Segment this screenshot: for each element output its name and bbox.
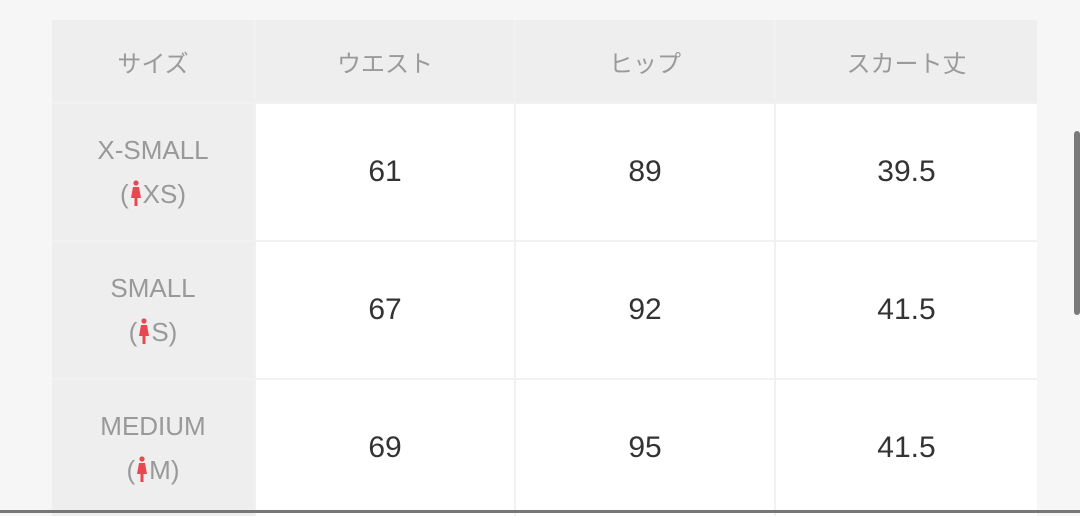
hip-value: 95 [516, 380, 774, 516]
size-code: (M) [126, 455, 180, 485]
bottom-divider [0, 510, 1080, 513]
size-name: X-SMALL [97, 135, 209, 165]
size-label: MEDIUM (M) [52, 380, 254, 516]
waist-value: 61 [256, 104, 514, 240]
waist-value: 67 [256, 242, 514, 378]
size-code: (S) [128, 317, 178, 347]
woman-figure-icon [139, 318, 150, 344]
header-size: サイズ [52, 20, 254, 102]
size-code: (XS) [119, 179, 187, 209]
size-name: SMALL [110, 273, 196, 303]
header-skirt-length: スカート丈 [776, 20, 1037, 102]
hip-value: 89 [516, 104, 774, 240]
size-chart-table: サイズ ウエスト ヒップ スカート丈 X-SMALL (XS) 61 89 39… [52, 20, 1037, 516]
woman-figure-icon [130, 180, 141, 206]
size-label: SMALL (S) [52, 242, 254, 378]
header-hip: ヒップ [516, 20, 774, 102]
skirt-length-value: 41.5 [776, 380, 1037, 516]
hip-value: 92 [516, 242, 774, 378]
woman-figure-icon [137, 456, 148, 482]
header-waist: ウエスト [256, 20, 514, 102]
scrollbar[interactable] [1074, 131, 1080, 315]
skirt-length-value: 39.5 [776, 104, 1037, 240]
size-name: MEDIUM [100, 411, 206, 441]
skirt-length-value: 41.5 [776, 242, 1037, 378]
size-label: X-SMALL (XS) [52, 104, 254, 240]
waist-value: 69 [256, 380, 514, 516]
